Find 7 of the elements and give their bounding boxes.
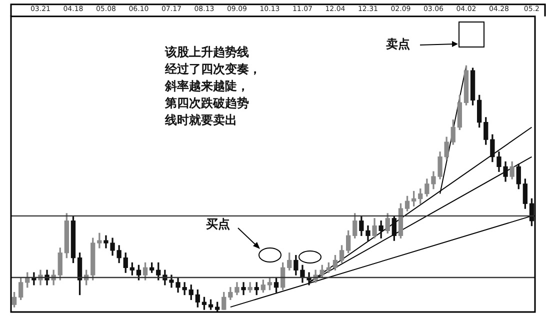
- annotation: 经过了四次变奏，: [165, 61, 261, 78]
- annotation: 斜率越来越陡，: [165, 78, 249, 95]
- annotation: 第四次跌破趋势: [165, 95, 249, 112]
- annotation: 买点: [206, 216, 230, 233]
- text: 卖点: [386, 36, 410, 53]
- text: 该股上升趋势线: [165, 44, 249, 61]
- annotation: 线时就要卖出: [165, 112, 237, 129]
